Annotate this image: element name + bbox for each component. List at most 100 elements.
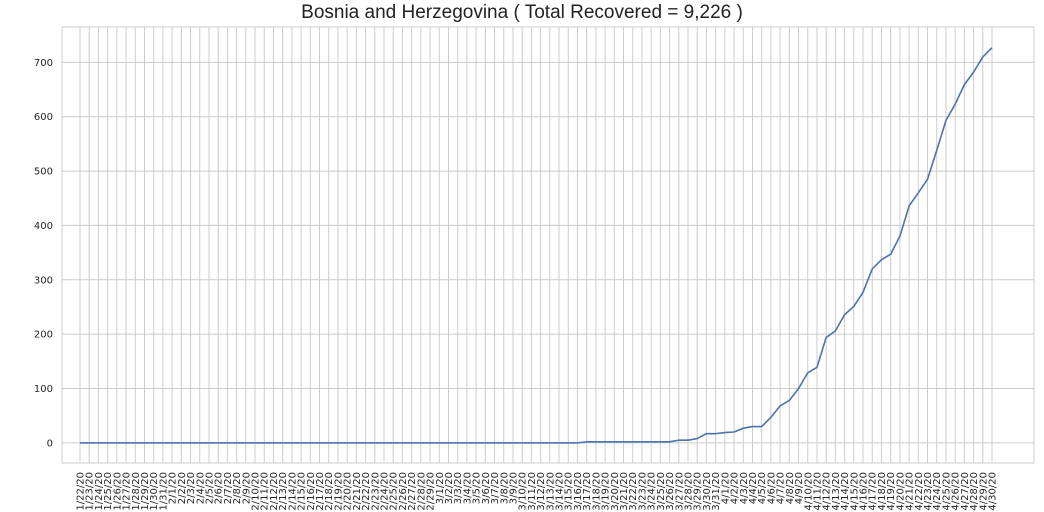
x-tick-label: 2/24/20 [380,472,391,511]
y-tick-label: 200 [34,330,53,341]
x-tick-label: 3/26/20 [665,472,676,511]
x-tick-label: 3/4/20 [462,472,473,504]
x-tick-label: 4/21/20 [905,472,916,511]
x-tick-label: 4/26/20 [951,472,962,511]
x-tick-label: 2/2/20 [177,472,188,504]
x-tick-label: 4/10/20 [803,472,814,511]
x-tick-label: 4/12/20 [822,472,833,511]
x-tick-label: 4/20/20 [895,472,906,511]
y-tick-label: 0 [47,438,53,449]
x-tick-label: 4/24/20 [932,472,943,511]
x-tick-label: 3/14/20 [555,472,566,511]
x-tick-label: 2/14/20 [287,472,298,511]
x-tick-label: 2/28/20 [416,472,427,511]
x-tick-label: 3/21/20 [619,472,630,511]
y-tick-label: 400 [34,221,53,232]
x-tick-label: 3/29/20 [693,472,704,511]
x-tick-label: 4/2/20 [730,472,741,504]
x-tick-label: 3/11/20 [527,472,538,511]
x-tick-label: 2/9/20 [241,472,252,504]
x-tick-label: 2/17/20 [315,472,326,511]
x-tick-label: 3/15/20 [564,472,575,511]
x-tick-label: 3/6/20 [481,472,492,504]
x-tick-label: 4/25/20 [941,472,952,511]
x-tick-label: 3/1/20 [435,472,446,504]
x-tick-label: 2/18/20 [324,472,335,511]
x-tick-label: 4/27/20 [960,472,971,511]
x-tick-label: 3/17/20 [582,472,593,511]
x-tick-label: 2/15/20 [297,472,308,511]
x-tick-label: 1/29/20 [140,472,151,511]
x-tick-label: 4/6/20 [766,472,777,504]
x-tick-label: 3/23/20 [637,472,648,511]
x-tick-label: 3/2/20 [444,472,455,504]
x-tick-label: 4/3/20 [739,472,750,504]
x-tick-label: 3/18/20 [591,472,602,511]
x-tick-label: 2/11/20 [260,472,271,511]
chart-title: Bosnia and Herzegovina ( Total Recovered… [301,2,743,23]
x-tick-label: 3/28/20 [684,472,695,511]
x-tick-label: 3/12/20 [536,472,547,511]
x-tick-label: 3/22/20 [628,472,639,511]
x-tick-label: 3/7/20 [490,472,501,504]
x-tick-label: 4/23/20 [923,472,934,511]
x-tick-label: 1/23/20 [85,472,96,511]
x-tick-label: 2/5/20 [204,472,215,504]
x-tick-label: 1/27/20 [122,472,133,511]
x-tick-label: 3/13/20 [545,472,556,511]
y-tick-label: 100 [34,384,53,395]
x-tick-label: 2/19/20 [333,472,344,511]
x-tick-label: 4/16/20 [859,472,870,511]
x-tick-label: 2/7/20 [223,472,234,504]
x-tick-label: 2/3/20 [186,472,197,504]
x-tick-label: 2/6/20 [214,472,225,504]
x-tick-label: 4/17/20 [868,472,879,511]
x-tick-label: 3/19/20 [601,472,612,511]
x-tick-label: 2/4/20 [195,472,206,504]
x-tick-label: 3/16/20 [573,472,584,511]
x-tick-label: 2/12/20 [269,472,280,511]
x-tick-label: 3/9/20 [508,472,519,504]
x-tick-label: 4/15/20 [849,472,860,511]
x-tick-label: 3/20/20 [610,472,621,511]
x-tick-label: 4/22/20 [914,472,925,511]
y-tick-label: 300 [34,275,53,286]
x-tick-label: 3/27/20 [674,472,685,511]
x-tick-label: 1/31/20 [158,472,169,511]
x-tick-label: 4/9/20 [794,472,805,504]
x-tick-label: 4/14/20 [840,472,851,511]
x-tick-label: 3/24/20 [647,472,658,511]
x-tick-label: 4/8/20 [785,472,796,504]
x-tick-label: 2/29/20 [426,472,437,511]
x-tick-label: 4/5/20 [757,472,768,504]
x-tick-label: 3/31/20 [711,472,722,511]
x-tick-label: 3/30/20 [702,472,713,511]
x-tick-label: 3/25/20 [656,472,667,511]
x-tick-label: 4/28/20 [969,472,980,511]
x-tick-label: 4/11/20 [812,472,823,511]
x-tick-label: 4/18/20 [877,472,888,511]
x-tick-label: 2/16/20 [306,472,317,511]
y-tick-label: 600 [34,112,53,123]
x-tick-label: 4/1/20 [720,472,731,504]
x-tick-label: 2/20/20 [343,472,354,511]
x-tick-label: 3/3/20 [453,472,464,504]
y-tick-label: 500 [34,167,53,178]
x-tick-label: 4/29/20 [978,472,989,511]
x-tick-label: 2/26/20 [398,472,409,511]
x-tick-label: 2/21/20 [352,472,363,511]
x-tick-label: 2/8/20 [232,472,243,504]
x-tick-label: 4/13/20 [831,472,842,511]
x-tick-label: 2/1/20 [168,472,179,504]
x-tick-label: 1/26/20 [112,472,123,511]
x-tick-label: 2/22/20 [361,472,372,511]
x-tick-label: 4/19/20 [886,472,897,511]
x-tick-label: 1/30/20 [149,472,160,511]
x-tick-label: 2/27/20 [407,472,418,511]
x-tick-label: 3/8/20 [499,472,510,504]
plot-frame [61,26,1035,464]
x-tick-label: 1/22/20 [76,472,87,511]
x-tick-label: 1/25/20 [103,472,114,511]
